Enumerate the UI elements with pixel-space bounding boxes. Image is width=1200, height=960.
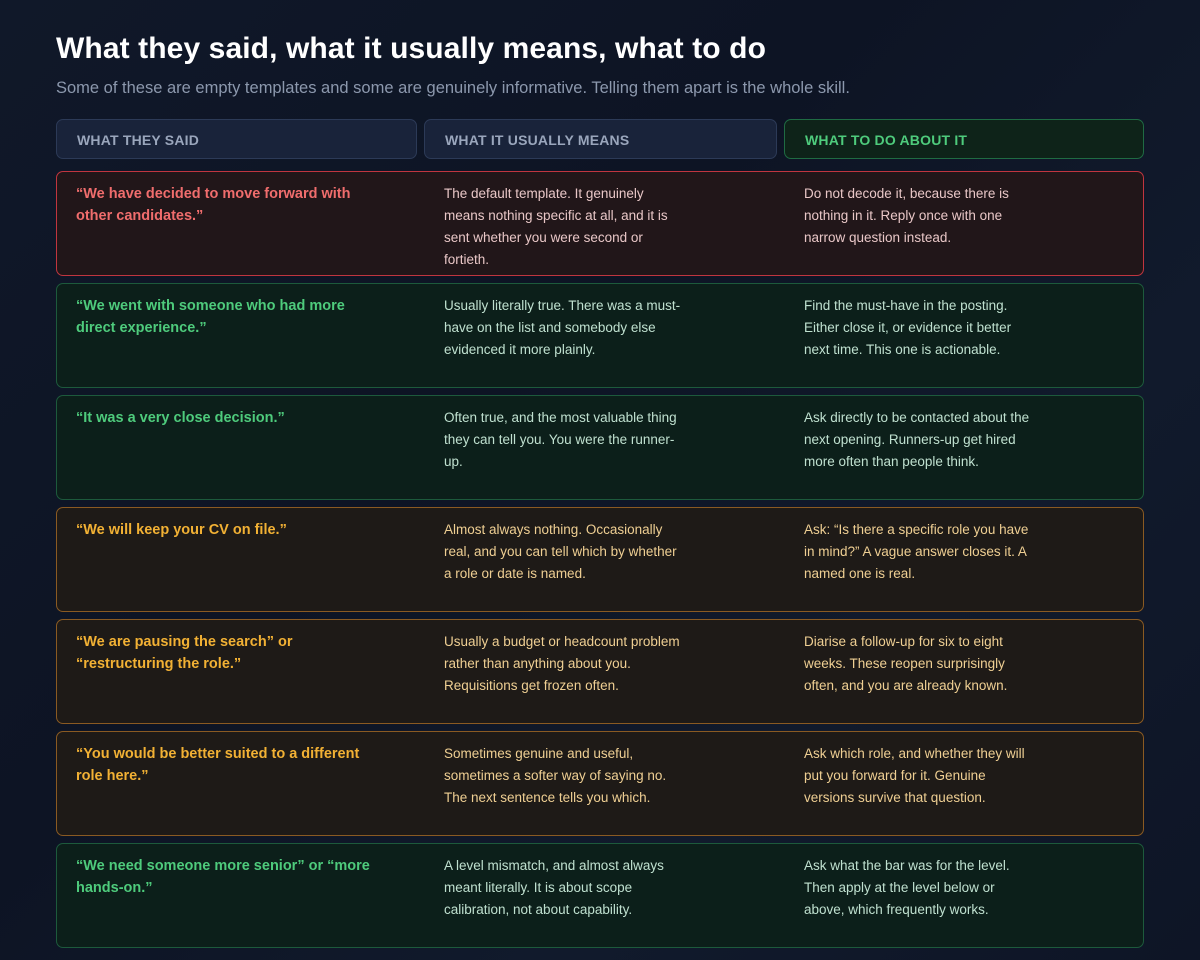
todo-cell: Do not decode it, because there is nothi… <box>804 186 1009 245</box>
table-row: “You would be better suited to a differe… <box>56 731 1144 836</box>
table-row: “It was a very close decision.” Often tr… <box>56 395 1144 500</box>
todo-cell: Ask what the bar was for the level. Then… <box>804 858 1010 917</box>
means-cell: Often true, and the most valuable thing … <box>444 410 677 469</box>
table-row: “We have decided to move forward with ot… <box>56 171 1144 276</box>
todo-cell: Ask: “Is there a specific role you have … <box>804 522 1029 581</box>
means-cell: Sometimes genuine and useful, sometimes … <box>444 746 667 805</box>
means-cell: Usually a budget or headcount problem ra… <box>444 634 680 693</box>
said-cell: “It was a very close decision.” <box>76 410 285 426</box>
header-what-it-means: WHAT IT USUALLY MEANS <box>424 119 777 159</box>
table-row: “We went with someone who had more direc… <box>56 283 1144 388</box>
means-cell: The default template. It genuinely means… <box>444 186 668 267</box>
table-row: “We are pausing the search” or “restruct… <box>56 619 1144 724</box>
table-row: “We need someone more senior” or “more h… <box>56 843 1144 948</box>
said-cell: “We went with someone who had more direc… <box>76 298 345 336</box>
header-what-they-said: WHAT THEY SAID <box>56 119 417 159</box>
means-cell: A level mismatch, and almost always mean… <box>444 858 664 917</box>
todo-cell: Find the must-have in the posting. Eithe… <box>804 298 1012 357</box>
table-header: WHAT THEY SAID WHAT IT USUALLY MEANS WHA… <box>56 119 1144 161</box>
header-what-to-do: WHAT TO DO ABOUT IT <box>784 119 1144 159</box>
page-title: What they said, what it usually means, w… <box>56 32 767 65</box>
said-cell: “We are pausing the search” or “restruct… <box>76 634 293 672</box>
todo-cell: Diarise a follow-up for six to eight wee… <box>804 634 1008 693</box>
said-cell: “We need someone more senior” or “more h… <box>76 858 370 896</box>
said-cell: “We will keep your CV on file.” <box>76 522 287 538</box>
todo-cell: Ask which role, and whether they will pu… <box>804 746 1025 805</box>
means-cell: Usually literally true. There was a must… <box>444 298 681 357</box>
said-cell: “We have decided to move forward with ot… <box>76 186 351 224</box>
table-row: “We will keep your CV on file.” Almost a… <box>56 507 1144 612</box>
todo-cell: Ask directly to be contacted about the n… <box>804 410 1030 469</box>
page-subtitle: Some of these are empty templates and so… <box>56 79 850 97</box>
said-cell: “You would be better suited to a differe… <box>76 746 360 784</box>
means-cell: Almost always nothing. Occasionally real… <box>444 522 677 581</box>
